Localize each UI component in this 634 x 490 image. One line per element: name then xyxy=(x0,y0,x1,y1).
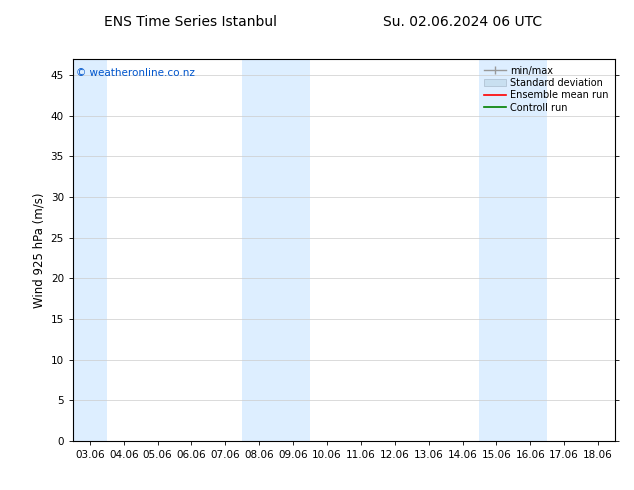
Bar xyxy=(73,59,107,441)
Legend: min/max, Standard deviation, Ensemble mean run, Controll run: min/max, Standard deviation, Ensemble me… xyxy=(482,64,610,115)
Bar xyxy=(479,59,547,441)
Text: Su. 02.06.2024 06 UTC: Su. 02.06.2024 06 UTC xyxy=(384,15,542,29)
Bar xyxy=(242,59,310,441)
Text: ENS Time Series Istanbul: ENS Time Series Istanbul xyxy=(104,15,276,29)
Text: © weatheronline.co.nz: © weatheronline.co.nz xyxy=(75,69,195,78)
Y-axis label: Wind 925 hPa (m/s): Wind 925 hPa (m/s) xyxy=(32,192,45,308)
